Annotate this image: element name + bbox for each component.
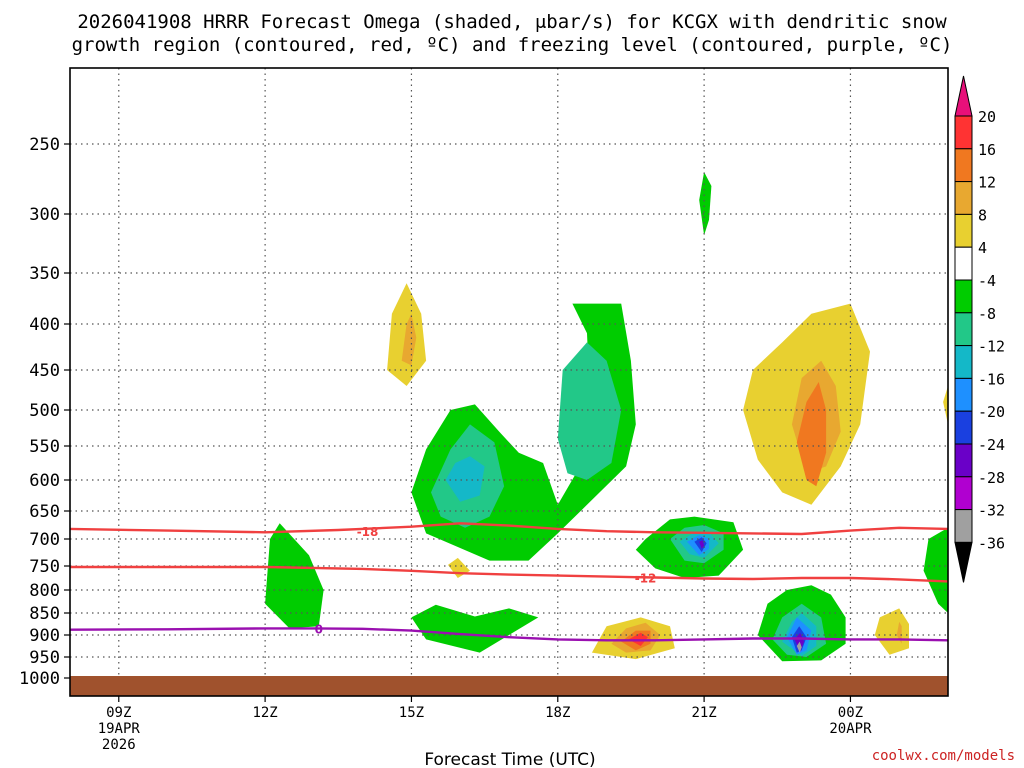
credit-text: coolwx.com/models	[872, 748, 1015, 764]
colorbar-label-8: -16	[978, 370, 1005, 388]
contour-label-dgz-minus18: -18	[357, 525, 379, 539]
contour-dgz-minus12	[70, 565, 949, 583]
grid-lines	[70, 68, 948, 676]
y-tick-label-450: 450	[29, 361, 60, 381]
x-tick-label-21Z: 21Z	[691, 705, 716, 721]
y-tick-label-300: 300	[29, 205, 60, 225]
omega-region-40	[874, 608, 909, 655]
colorbar-box-1	[954, 148, 973, 183]
colorbar-label-5: -4	[978, 272, 996, 290]
contour-freezing-level	[69, 627, 949, 642]
colorbar-bottom-arrow	[954, 541, 973, 583]
omega-region-2	[357, 513, 368, 539]
colorbar-box-0	[954, 115, 973, 150]
y-tick-label-700: 700	[29, 530, 60, 550]
omega-region-14	[411, 604, 539, 653]
omega-region-13	[557, 342, 622, 480]
colorbar-box-9	[954, 410, 973, 445]
y-tick-label-800: 800	[29, 581, 60, 601]
colorbar-box-12	[954, 509, 973, 543]
colorbar-box-10	[954, 443, 973, 478]
y-tick-label-900: 900	[29, 626, 60, 646]
colorbar-label-6: -8	[978, 305, 996, 323]
omega-region-12	[445, 456, 485, 502]
colorbar-top-arrow	[954, 75, 973, 117]
y-tick-label-650: 650	[29, 502, 60, 522]
colorbar-box-8	[954, 377, 973, 412]
y-tick-label-850: 850	[29, 604, 60, 624]
omega-region-31	[796, 382, 827, 487]
plot-area: -18 -12 0 250 300 350 400 450 500 550 600 650 700 750…	[19, 67, 949, 753]
colorbar-label-9: -20	[978, 403, 1005, 421]
y-tick-label-250: 250	[29, 135, 60, 155]
omega-region-42	[921, 288, 948, 480]
omega-region-1	[323, 635, 417, 668]
omega-region-5	[401, 313, 417, 366]
omega-region-7	[548, 186, 568, 229]
chart-title-line1: 2026041908 HRRR Forecast Omega (shaded, …	[77, 11, 947, 33]
omega-region-6	[470, 128, 539, 273]
colorbar-label-1: 16	[978, 141, 996, 159]
colorbar: 20 16 12 8 4 -4 -8 -12 -16 -20 -24 -28 -32 -36	[954, 75, 1005, 583]
x-tick-date-09Z: 19APR	[98, 721, 141, 737]
y-tick-label-500: 500	[29, 401, 60, 421]
chart-title-line2: growth region (contoured, red, ºC) and f…	[72, 34, 953, 56]
y-tick-label-600: 600	[29, 471, 60, 491]
colorbar-label-12: -32	[978, 502, 1005, 520]
y-tick-label-950: 950	[29, 648, 60, 668]
colorbar-label-3: 8	[978, 206, 987, 224]
contour-label-dgz-minus12: -12	[635, 572, 657, 586]
y-tick-label-550: 550	[29, 437, 60, 457]
ground-fill	[70, 676, 948, 696]
colorbar-box-11	[954, 476, 973, 511]
omega-region-26	[699, 540, 705, 549]
plot-frame	[69, 67, 949, 697]
colorbar-box-7	[954, 345, 973, 379]
colorbar-box-5	[954, 279, 973, 314]
contour-label-freezing-level: 0	[315, 622, 323, 636]
omega-shading	[74, 128, 948, 668]
contour-dgz-minus18	[69, 522, 949, 536]
omega-region-27	[699, 172, 712, 236]
x-tick-label-09Z: 09Z	[106, 705, 131, 721]
y-axis: 2503003504004505005506006507007508008509…	[19, 135, 70, 689]
colorbar-box-6	[954, 312, 973, 347]
colorbar-label-10: -24	[978, 436, 1005, 454]
colorbar-box-2	[954, 181, 973, 215]
omega-region-38	[796, 641, 802, 653]
colorbar-box-4	[954, 246, 973, 281]
x-axis-label: Forecast Time (UTC)	[424, 750, 595, 768]
omega-region-44	[923, 527, 948, 613]
colorbar-label-4: 4	[978, 239, 987, 257]
x-tick-date-00Z: 20APR	[829, 721, 872, 737]
colorbar-label-2: 12	[978, 174, 996, 192]
y-tick-label-1000: 1000	[19, 669, 60, 689]
y-tick-label-350: 350	[29, 264, 60, 284]
colorbar-label-13: -36	[978, 534, 1005, 552]
colorbar-label-7: -12	[978, 338, 1005, 356]
colorbar-box-3	[954, 213, 973, 248]
omega-region-15	[265, 523, 324, 629]
omega-region-0	[74, 599, 217, 668]
colorbar-label-0: 20	[978, 108, 996, 126]
omega-region-43	[943, 386, 948, 425]
x-tick-label-15Z: 15Z	[399, 705, 424, 721]
y-tick-label-750: 750	[29, 557, 60, 577]
x-tick-year-09Z: 2026	[102, 737, 136, 753]
y-tick-label-400: 400	[29, 315, 60, 335]
colorbar-label-11: -28	[978, 469, 1005, 487]
x-tick-label-00Z: 00Z	[838, 705, 863, 721]
x-tick-label-18Z: 18Z	[545, 705, 570, 721]
x-tick-label-12Z: 12Z	[252, 705, 277, 721]
